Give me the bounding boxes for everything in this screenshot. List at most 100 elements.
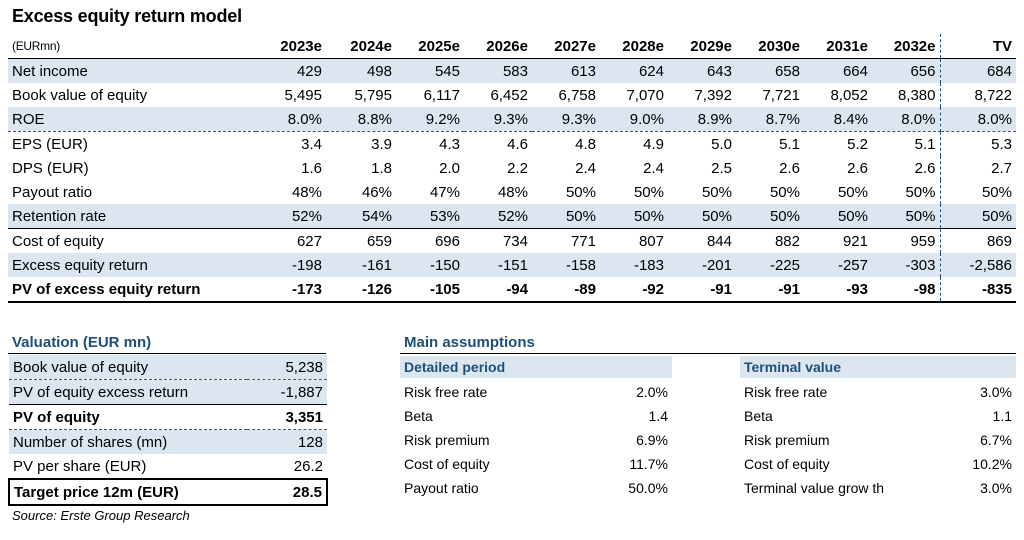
- row-label: ROE: [8, 107, 256, 132]
- table-cell: -150: [396, 253, 464, 277]
- table-row: Risk premium 6.7%: [740, 428, 1016, 452]
- row-label: Number of shares (mn): [9, 429, 247, 454]
- table-cell: 627: [296, 232, 322, 250]
- table-cell: -161: [326, 253, 396, 277]
- table-cell: -151: [464, 253, 532, 277]
- table-cell: 429: [256, 58, 326, 83]
- table-cell: 50%: [633, 183, 664, 201]
- table-cell: -94: [464, 277, 532, 303]
- table-cell: 46%: [361, 183, 392, 201]
- row-value: 26.2: [293, 457, 323, 475]
- table-cell: 4.9: [643, 135, 664, 153]
- table-row: Beta 1.4: [400, 404, 672, 428]
- table-cell: 47%: [429, 183, 460, 201]
- table-cell: 50%: [565, 183, 596, 201]
- row-label: PV of equity: [9, 404, 247, 430]
- table-cell: 50%: [981, 183, 1012, 201]
- table-row: Retention rate 52% 54% 53% 52% 50% 50% 50% 50% 50…: [8, 204, 1016, 229]
- row-label: Target price 12m (EUR): [8, 478, 247, 506]
- table-cell: 684: [940, 58, 1016, 83]
- row-value: 28.5: [247, 478, 328, 506]
- table-cell: 50%: [701, 183, 732, 201]
- table-cell: 1.8: [371, 159, 392, 177]
- row-value: 11.7%: [629, 456, 668, 472]
- row-value: -1,887: [247, 379, 327, 405]
- table-cell: 8.7%: [736, 107, 804, 132]
- row-label: Risk free rate: [404, 384, 488, 400]
- table-cell: 844: [706, 232, 732, 250]
- table-cell: 659: [366, 232, 392, 250]
- row-label: PV of excess equity return: [8, 277, 256, 303]
- table-row: PV of equity excess return -1,887: [9, 379, 327, 405]
- table-cell: 1.6: [301, 159, 322, 177]
- table-cell: 2.6: [847, 159, 868, 177]
- row-label: Cost of equity: [12, 232, 104, 250]
- table-cell: 9.3%: [532, 107, 600, 132]
- table-cell: 5.0: [711, 135, 732, 153]
- table-row: Book value of equity 5,495 5,795 6,117 6,452…: [8, 83, 1016, 107]
- table-cell: -91: [736, 277, 804, 303]
- table-cell: 50%: [769, 183, 800, 201]
- table-row: DPS (EUR) 1.6 1.8 2.0 2.2 2.4 2.4 2.5 2.6 2.6 2.6 2…: [8, 156, 1016, 180]
- row-label: Risk free rate: [744, 384, 828, 400]
- assumptions-title: Main assumptions: [400, 332, 1016, 354]
- table-row: Cost of equity 627 659 696 734 771 807 844 882 92…: [8, 228, 1016, 253]
- table-cell: 52%: [256, 204, 326, 229]
- table-cell: 5.2: [847, 135, 868, 153]
- table-cell: -89: [532, 277, 600, 303]
- row-value: 10.2%: [972, 456, 1012, 472]
- table-cell: 771: [570, 232, 596, 250]
- table-row: ROE 8.0% 8.8% 9.2% 9.3% 9.3% 9.0% 8.9% 8.7% 8.4% 8…: [8, 107, 1016, 132]
- page-title: Excess equity return model: [12, 6, 242, 26]
- table-row: EPS (EUR) 3.4 3.9 4.3 4.6 4.8 4.9 5.0 5.1 5.2 5.1 5…: [8, 131, 1016, 156]
- table-cell: 7,721: [762, 86, 800, 104]
- table-cell: 2.5: [711, 159, 732, 177]
- terminal-assumptions-table: Risk free rate 3.0% Beta 1.1 Risk premium 6…: [740, 380, 1016, 500]
- table-cell: 6,452: [490, 86, 528, 104]
- row-label: Payout ratio: [12, 183, 93, 201]
- table-cell: 5,795: [354, 86, 392, 104]
- column-header: 2030e: [736, 34, 804, 59]
- table-cell: 50%: [940, 204, 1016, 229]
- table-cell: 3.9: [371, 135, 392, 153]
- column-header: 2029e: [668, 34, 736, 59]
- table-cell: 8.9%: [668, 107, 736, 132]
- table-row: Risk free rate 3.0%: [740, 380, 1016, 404]
- table-row: Payout ratio 50.0%: [400, 476, 672, 500]
- table-cell: 50%: [736, 204, 804, 229]
- column-header: 2031e: [804, 34, 872, 59]
- table-cell: 8.0%: [872, 107, 941, 132]
- column-header: 2025e: [396, 34, 464, 59]
- row-value: 3.0%: [980, 384, 1012, 400]
- column-header: TV: [940, 34, 1016, 59]
- row-label: Cost of equity: [744, 456, 830, 472]
- table-cell: 2.4: [643, 159, 664, 177]
- excess-equity-table: (EURmn) 2023e 2024e 2025e 2026e 2027e 20…: [8, 34, 1016, 303]
- table-cell: -158: [532, 253, 600, 277]
- table-cell: 50%: [837, 183, 868, 201]
- table-cell: 624: [600, 58, 668, 83]
- table-cell: 2.6: [779, 159, 800, 177]
- table-cell: 2.0: [439, 159, 460, 177]
- table-header-row: (EURmn) 2023e 2024e 2025e 2026e 2027e 20…: [8, 34, 1016, 59]
- table-cell: 52%: [464, 204, 532, 229]
- row-label: DPS (EUR): [12, 159, 89, 177]
- row-value: 2.0%: [636, 384, 668, 400]
- table-cell: -225: [736, 253, 804, 277]
- row-value: 3.0%: [980, 480, 1012, 496]
- table-row: Target price 12m (EUR) 28.5: [8, 478, 328, 506]
- table-row: Cost of equity 10.2%: [740, 452, 1016, 476]
- table-cell: 8.0%: [256, 107, 326, 132]
- table-row: PV per share (EUR) 26.2: [9, 454, 327, 479]
- table-cell: 4.3: [439, 135, 460, 153]
- row-value: 128: [247, 429, 327, 454]
- table-cell: -201: [668, 253, 736, 277]
- table-cell: -92: [600, 277, 668, 303]
- table-cell: -183: [600, 253, 668, 277]
- table-cell: 664: [804, 58, 872, 83]
- table-row: Risk premium 6.9%: [400, 428, 672, 452]
- table-cell: 8.4%: [804, 107, 872, 132]
- table-cell: 696: [434, 232, 460, 250]
- table-cell: 9.0%: [600, 107, 668, 132]
- row-label: EPS (EUR): [12, 135, 88, 153]
